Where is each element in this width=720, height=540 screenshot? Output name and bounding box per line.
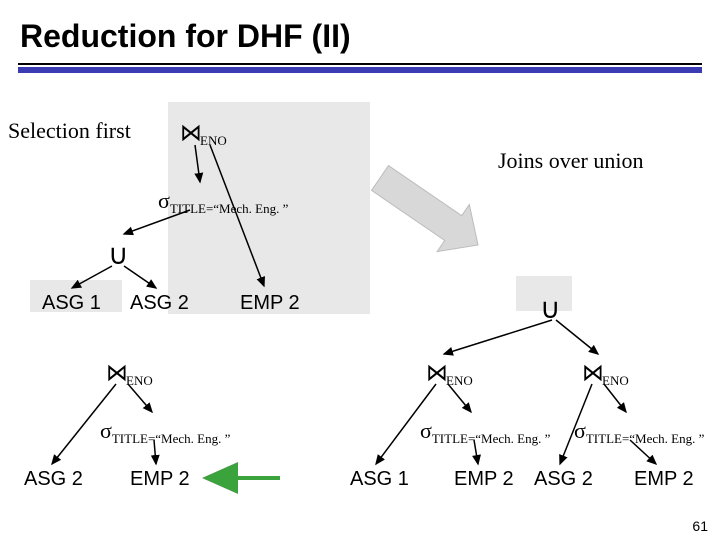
- node-sigma_b_left: σTITLE=“Mech. Eng. ”: [100, 418, 230, 447]
- node-asg2_t: ASG 2: [130, 292, 189, 315]
- node-asg2_bl: ASG 2: [24, 468, 83, 491]
- node-join_b_right: ⋈ENO: [582, 360, 629, 389]
- node-sigma_b_right: σTITLE=“Mech. Eng. ”: [574, 418, 704, 447]
- node-join_b_left: ⋈ENO: [106, 360, 153, 389]
- page-number: 61: [692, 518, 708, 534]
- node-emp2_br: EMP 2: [634, 468, 694, 491]
- label-selection-first: Selection first: [8, 118, 131, 144]
- node-asg1_bm: ASG 1: [350, 468, 409, 491]
- node-sigma_top: σTITLE=“Mech. Eng. ”: [158, 188, 288, 217]
- page-title: Reduction for DHF (II): [0, 0, 720, 63]
- diagram-canvas: Selection first Joins over union ⋈ENO σTI…: [0, 70, 720, 540]
- node-asg1_t: ASG 1: [42, 292, 101, 315]
- node-emp2_bl: EMP 2: [130, 468, 190, 491]
- node-sigma_b_mid: σTITLE=“Mech. Eng. ”: [420, 418, 550, 447]
- node-union_b: ∪: [540, 292, 561, 326]
- label-joins-over-union: Joins over union: [498, 148, 643, 174]
- node-emp2_bm: EMP 2: [454, 468, 514, 491]
- node-asg2_br: ASG 2: [534, 468, 593, 491]
- node-union_top: ∪: [108, 238, 129, 272]
- node-emp2_t: EMP 2: [240, 292, 300, 315]
- node-join_top: ⋈ENO: [180, 120, 227, 149]
- node-join_b_mid: ⋈ENO: [426, 360, 473, 389]
